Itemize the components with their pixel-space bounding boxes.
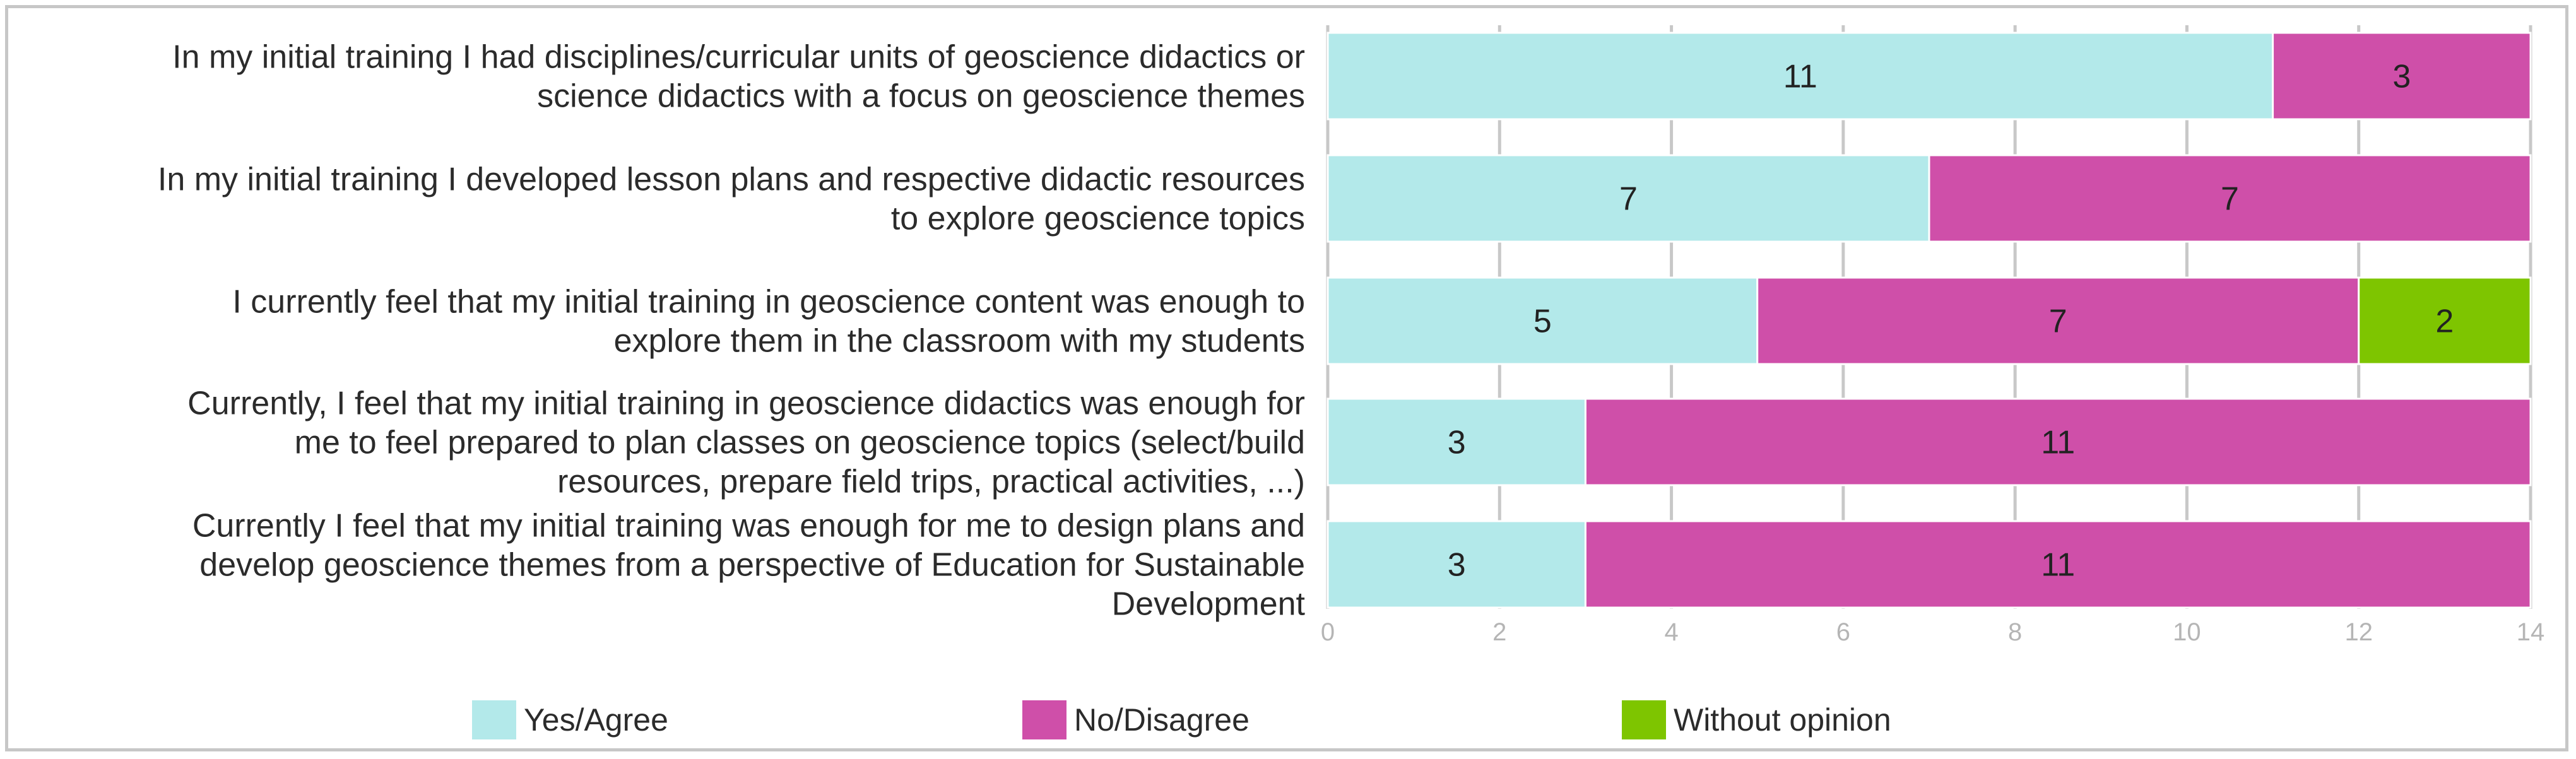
- bar-segment: [1326, 397, 1586, 486]
- bar-segment: [1326, 520, 1586, 609]
- category-label: In my initial training I developed lesso…: [158, 162, 1305, 237]
- chart-frame: [5, 5, 2568, 751]
- data-label: 7: [2049, 303, 2067, 340]
- legend-swatch: [1622, 700, 1666, 739]
- data-label: 7: [2221, 181, 2239, 218]
- category-label: I currently feel that my initial trainin…: [232, 284, 1305, 360]
- bar-segment: [1584, 520, 2532, 609]
- bar-segment: [1326, 276, 1759, 365]
- legend-label: Yes/Agree: [524, 702, 668, 738]
- x-tick-label: 2: [1492, 618, 1506, 646]
- data-label: 11: [2041, 425, 2075, 461]
- data-label: 11: [1783, 59, 1817, 95]
- bar-segment: [1928, 154, 2532, 243]
- bar-segment: [2272, 32, 2532, 121]
- x-tick-label: 4: [1664, 618, 1678, 646]
- legend: Yes/Agree No/Disagree Without opinion: [472, 700, 1891, 739]
- data-label: 3: [1448, 547, 1466, 584]
- x-tick-label: 14: [2517, 618, 2545, 646]
- bar-segment: [2358, 276, 2532, 365]
- data-label: 2: [2435, 303, 2454, 340]
- category-label: Currently I feel that my initial trainin…: [192, 508, 1306, 623]
- bar-segment: [1756, 276, 2360, 365]
- category-labels: In my initial training I had disciplines…: [158, 39, 1306, 623]
- x-tick-label: 0: [1321, 618, 1335, 646]
- x-tick-label: 6: [1836, 618, 1850, 646]
- data-label: 3: [1448, 425, 1466, 461]
- legend-label: No/Disagree: [1074, 702, 1250, 738]
- data-label: 11: [2041, 547, 2075, 584]
- data-label: 5: [1533, 303, 1552, 340]
- data-label: 7: [1619, 181, 1638, 218]
- bar-segment: [1584, 397, 2532, 486]
- category-label: In my initial training I had disciplines…: [172, 39, 1305, 115]
- bars: 11 3 7 7 5 7 2 3 11 3 11: [1326, 32, 2532, 609]
- category-label: Currently, I feel that my initial traini…: [187, 385, 1305, 500]
- x-tick-label: 12: [2344, 618, 2373, 646]
- legend-label: Without opinion: [1674, 702, 1891, 738]
- x-axis-ticks: 0 2 4 6 8 10 12 14: [1321, 618, 2544, 646]
- x-tick-label: 8: [2008, 618, 2022, 646]
- x-tick-label: 10: [2173, 618, 2201, 646]
- legend-swatch: [472, 700, 516, 739]
- bar-segment: [1326, 32, 2274, 121]
- data-label: 3: [2392, 59, 2411, 95]
- legend-swatch: [1022, 700, 1066, 739]
